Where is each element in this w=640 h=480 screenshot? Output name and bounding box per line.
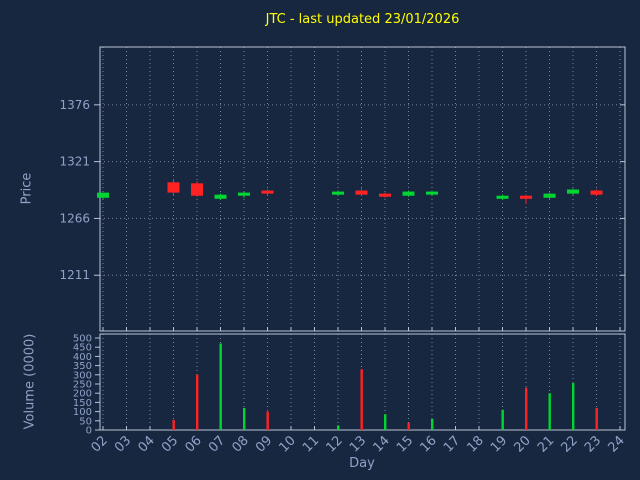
volume-tick-label: 250: [73, 380, 92, 391]
price-tick-label: 1266: [59, 211, 90, 225]
candle-body: [191, 183, 203, 196]
price-axis-label: Price: [19, 172, 35, 205]
volume-tick-label: 0: [86, 426, 92, 437]
volume-tick-label: 300: [73, 370, 92, 381]
candle-body: [214, 194, 227, 199]
x-tick-label: 22: [559, 433, 581, 455]
candle-body: [426, 191, 438, 195]
candle-body: [97, 192, 109, 198]
day-axis-label: Day: [349, 456, 375, 471]
candle-body: [167, 182, 180, 193]
price-tick-label: 1376: [59, 98, 90, 112]
volume-tick-label: 350: [73, 361, 92, 372]
x-tick-label: 02: [89, 433, 111, 455]
x-tick-label: 18: [465, 433, 487, 455]
x-tick-label: 14: [371, 433, 393, 455]
x-tick-label: 03: [112, 433, 134, 455]
candle-body: [332, 191, 344, 195]
x-tick-label: 11: [300, 433, 322, 455]
volume-axis-label: Volume (0000): [22, 333, 38, 430]
candle-body: [543, 193, 556, 198]
x-tick-label: 17: [441, 433, 463, 455]
price-panel-border: [99, 46, 626, 332]
volume-tick-label: 100: [73, 407, 92, 418]
price-tick-label: 1211: [59, 268, 90, 282]
candle-body: [402, 191, 415, 196]
candle-body: [379, 193, 391, 197]
volume-tick-label: 150: [73, 398, 92, 409]
x-tick-label: 21: [535, 433, 557, 455]
volume-bar: [243, 407, 246, 430]
x-tick-label: 09: [253, 433, 275, 455]
price-tick-label: 1321: [59, 155, 90, 169]
candle-body: [590, 190, 603, 195]
candle-body: [238, 192, 250, 196]
x-tick-label: 24: [606, 433, 628, 455]
volume-tick-label: 200: [73, 389, 92, 400]
x-tick-label: 16: [418, 433, 440, 455]
x-tick-label: 06: [183, 433, 205, 455]
candle-body: [496, 195, 509, 199]
volume-bar: [196, 374, 199, 430]
volume-tick-label: 50: [79, 416, 92, 427]
volume-bar: [384, 414, 387, 430]
volume-bar: [337, 425, 340, 430]
volume-bar: [525, 387, 528, 430]
x-tick-label: 12: [324, 433, 346, 455]
x-tick-label: 05: [159, 433, 181, 455]
x-tick-label: 15: [394, 433, 416, 455]
volume-bar: [572, 383, 575, 430]
candle-body: [355, 190, 368, 195]
candle-body: [261, 190, 274, 194]
candle-body: [520, 195, 532, 199]
volume-bar: [360, 369, 363, 430]
x-tick-label: 08: [230, 433, 252, 455]
volume-bar: [172, 419, 175, 430]
volume-bar: [595, 407, 598, 430]
volume-bar: [548, 393, 551, 430]
x-tick-label: 07: [206, 433, 228, 455]
volume-tick-label: 450: [73, 343, 92, 354]
candle-body: [567, 189, 579, 194]
volume-tick-label: 400: [73, 352, 92, 363]
chart-title: JTC - last updated 23/01/2026: [265, 12, 460, 27]
x-tick-label: 23: [582, 433, 604, 455]
volume-bar: [501, 409, 504, 430]
x-tick-label: 10: [277, 433, 299, 455]
volume-bar: [431, 418, 434, 430]
x-tick-label: 04: [136, 433, 158, 455]
volume-bar: [266, 411, 269, 430]
x-tick-label: 13: [347, 433, 369, 455]
volume-tick-label: 500: [73, 334, 92, 345]
volume-bar: [407, 422, 410, 430]
x-tick-label: 19: [488, 433, 510, 455]
volume-bar: [219, 343, 222, 430]
x-tick-label: 20: [512, 433, 534, 455]
